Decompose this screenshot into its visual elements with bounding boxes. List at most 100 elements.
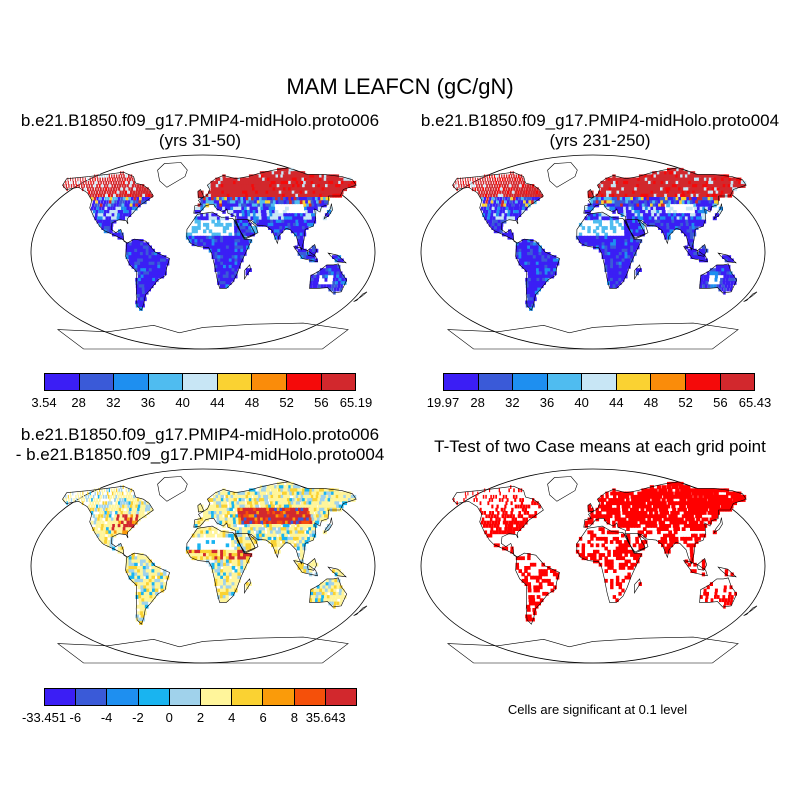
- grid-cell: [252, 213, 257, 217]
- grid-cell: [109, 511, 113, 515]
- grid-cell: [598, 239, 603, 243]
- grid-cell: [618, 271, 622, 276]
- grid-cell: [607, 252, 611, 256]
- grid-cell: [228, 566, 233, 570]
- grid-cell: [240, 255, 244, 259]
- grid-cell: [205, 197, 209, 201]
- grid-cell: [593, 197, 597, 201]
- grid-cell: [313, 180, 318, 185]
- grid-cell: [316, 187, 321, 192]
- grid-cell: [128, 213, 132, 217]
- grid-cell: [686, 229, 691, 234]
- grid-cell: [276, 184, 281, 188]
- grid-cell: [237, 235, 241, 240]
- grid-cell: [98, 184, 101, 188]
- grid-cell: [734, 277, 737, 282]
- grid-cell: [254, 514, 258, 519]
- grid-cell: [215, 491, 219, 496]
- grid-cell: [527, 268, 531, 272]
- grid-cell: [661, 229, 665, 234]
- grid-cell: [200, 216, 204, 221]
- grid-cell: [115, 193, 119, 198]
- grid-cell: [584, 242, 588, 247]
- grid-cell: [259, 222, 263, 227]
- grid-cell: [203, 527, 207, 531]
- grid-cell: [96, 533, 100, 538]
- grid-cell: [325, 190, 331, 195]
- grid-cell: [103, 210, 107, 214]
- coastline-greenland: [157, 162, 188, 188]
- grid-cell: [270, 190, 275, 195]
- grid-cell: [236, 501, 241, 506]
- grid-cell: [131, 264, 136, 269]
- grid-cell: [259, 514, 264, 519]
- grid-cell: [146, 582, 150, 586]
- grid-cell: [676, 491, 682, 496]
- grid-cell: [102, 219, 106, 224]
- grid-cell: [205, 200, 209, 205]
- grid-cell: [130, 190, 133, 195]
- grid-cell: [655, 206, 660, 211]
- grid-cell: [294, 200, 299, 205]
- grid-cell: [493, 174, 496, 179]
- grid-cell: [264, 187, 269, 192]
- grid-cell: [317, 284, 321, 289]
- grid-cell: [140, 572, 144, 577]
- grid-cell: [197, 504, 201, 509]
- grid-cell: [214, 559, 218, 564]
- grid-cell: [301, 520, 306, 525]
- grid-cell: [483, 190, 486, 195]
- grid-cell: [715, 264, 719, 269]
- grid-cell: [95, 213, 98, 217]
- grid-cell: [154, 274, 159, 279]
- grid-cell: [99, 511, 102, 515]
- grid-cell: [608, 193, 613, 198]
- grid-cell: [222, 206, 226, 211]
- grid-cell: [688, 494, 693, 499]
- grid-cell: [703, 193, 709, 198]
- grid-cell: [706, 277, 709, 282]
- grid-cell: [533, 187, 537, 192]
- grid-cell: [261, 507, 265, 512]
- grid-cell: [311, 527, 315, 531]
- grid-cell: [702, 284, 705, 289]
- grid-cell: [518, 174, 520, 179]
- grid-cell: [598, 222, 602, 227]
- grid-cell: [101, 536, 105, 541]
- grid-cell: [331, 264, 335, 269]
- grid-cell: [286, 530, 291, 535]
- grid-cell: [143, 200, 147, 205]
- grid-cell: [657, 219, 662, 224]
- grid-cell: [680, 180, 686, 185]
- grid-cell: [650, 203, 654, 208]
- grid-cell: [145, 575, 150, 580]
- grid-cell: [627, 193, 631, 198]
- grid-cell: [220, 177, 224, 182]
- grid-cell: [128, 575, 133, 580]
- grid-cell: [125, 501, 128, 506]
- grid-cell: [109, 197, 113, 201]
- grid-cell: [228, 232, 233, 237]
- grid-cell: [480, 180, 482, 185]
- grid-cell: [626, 210, 630, 214]
- grid-cell: [504, 232, 509, 237]
- grid-cell: [205, 193, 209, 198]
- grid-cell: [284, 226, 289, 230]
- grid-cell: [696, 197, 702, 201]
- grid-cell: [724, 284, 728, 289]
- grid-cell: [658, 190, 663, 195]
- grid-cell: [245, 540, 249, 544]
- grid-cell: [292, 530, 297, 535]
- grid-cell: [694, 197, 699, 201]
- grid-cell: [692, 200, 697, 205]
- grid-cell: [601, 239, 606, 243]
- grid-cell: [229, 200, 234, 205]
- grid-cell: [510, 174, 513, 179]
- grid-cell: [674, 177, 679, 182]
- grid-cell: [338, 595, 341, 599]
- grid-cell: [73, 184, 75, 188]
- grid-cell: [685, 219, 690, 224]
- grid-cell: [732, 184, 738, 188]
- grid-cell: [527, 242, 531, 247]
- grid-cell: [266, 210, 271, 214]
